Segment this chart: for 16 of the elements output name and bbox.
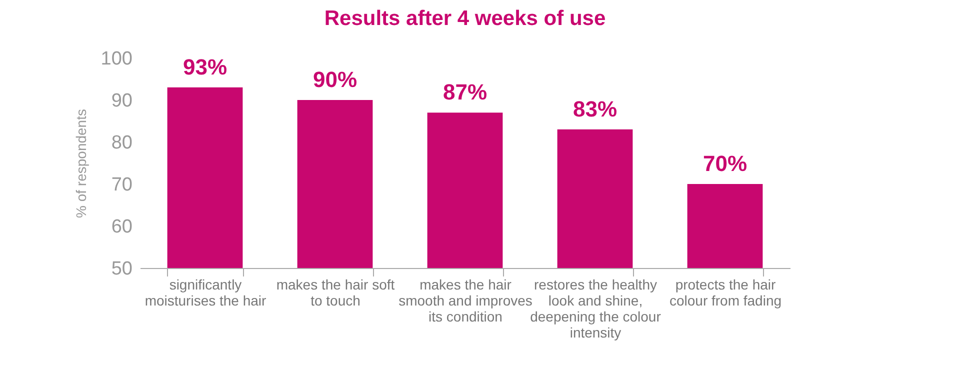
y-axis-title: % of respondents [72,109,89,218]
x-tick-label: significantly moisturises the hair [144,276,267,308]
y-tick-label: 100 [100,48,132,70]
y-tick-label: 90 [111,90,132,112]
data-label: 90% [312,67,358,92]
data-label: 70% [702,151,748,176]
y-tick-label: 80 [111,132,132,154]
y-tick-label: 70 [111,174,132,196]
data-label: 87% [442,80,488,105]
data-label: 83% [572,96,618,122]
y-tick-label: 60 [111,216,132,238]
y-tick-label: 50 [111,258,132,280]
data-label: 93% [182,54,228,80]
x-tick-label: protects the hair colour from fading [669,276,782,308]
chart-title: Results after 4 weeks of use [324,7,606,30]
x-tick-label: makes the hair soft to touch [276,276,395,308]
